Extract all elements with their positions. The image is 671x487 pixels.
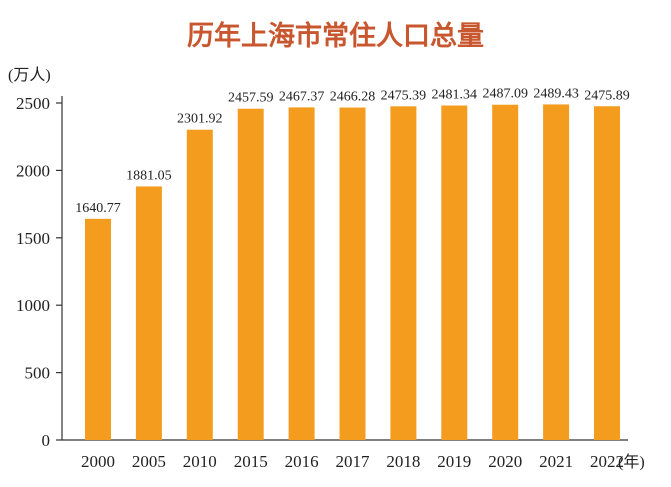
bar-2017 (339, 107, 366, 440)
bar-value-label: 2466.28 (330, 90, 376, 105)
x-axis-tick-labels: 2000 2005 2010 2015 2016 2017 2018 2019 2020 2021… (81, 452, 624, 471)
bar-value-label: 2475.39 (381, 88, 427, 103)
bar-2010 (186, 129, 213, 441)
bar-2020 (492, 104, 519, 440)
y-tick-label: 0 (42, 431, 51, 450)
x-tick-label: 2016 (285, 452, 319, 471)
x-tick-label: 2022 (590, 452, 624, 471)
x-tick-label: 2000 (81, 452, 115, 471)
bar-value-label: 2481.34 (432, 88, 478, 103)
x-tick-label: 2018 (386, 452, 420, 471)
bar-2000 (85, 218, 111, 440)
y-tick-label: 2000 (16, 161, 50, 180)
bar-value-label: 2467.37 (279, 89, 325, 104)
y-tick-label: 1000 (16, 296, 50, 315)
bar-2022 (594, 106, 620, 440)
x-tick-label: 2017 (336, 452, 371, 471)
y-axis-ticks: 0 500 1000 1500 2000 2500 (16, 94, 62, 450)
x-tick-label: 2010 (183, 452, 217, 471)
bar-2019 (441, 105, 468, 440)
x-tick-label: 2019 (437, 452, 471, 471)
y-tick-label: 500 (25, 364, 51, 383)
bar-value-label: 2487.09 (482, 87, 528, 102)
bar-value-label: 1881.05 (126, 168, 172, 183)
bar-2021 (543, 104, 570, 440)
x-axis-unit-label: (年) (618, 453, 645, 471)
x-tick-label: 2005 (132, 452, 166, 471)
bar-value-label: 2301.92 (177, 112, 223, 127)
y-tick-label: 1500 (16, 229, 50, 248)
bar-value-label: 2489.43 (533, 86, 579, 101)
x-tick-label: 2021 (539, 452, 573, 471)
bar-2016 (288, 107, 315, 440)
x-tick-label: 2020 (488, 452, 522, 471)
bar-value-label: 1640.77 (75, 201, 121, 216)
bar-2015 (237, 108, 264, 441)
bar-2005 (135, 186, 162, 440)
bar-value-label: 2475.89 (584, 88, 630, 103)
chart-title: 历年上海市常住人口总量 (187, 21, 484, 52)
x-tick-label: 2015 (234, 452, 268, 471)
y-axis-unit-label: (万人) (8, 66, 51, 84)
bar-value-label: 2457.59 (228, 91, 274, 106)
bar-2018 (390, 106, 417, 440)
y-tick-label: 2500 (16, 94, 50, 113)
bars-group: 1640.77 1881.05 2301.92 2457.59 2467.37 2466.… (75, 86, 630, 441)
